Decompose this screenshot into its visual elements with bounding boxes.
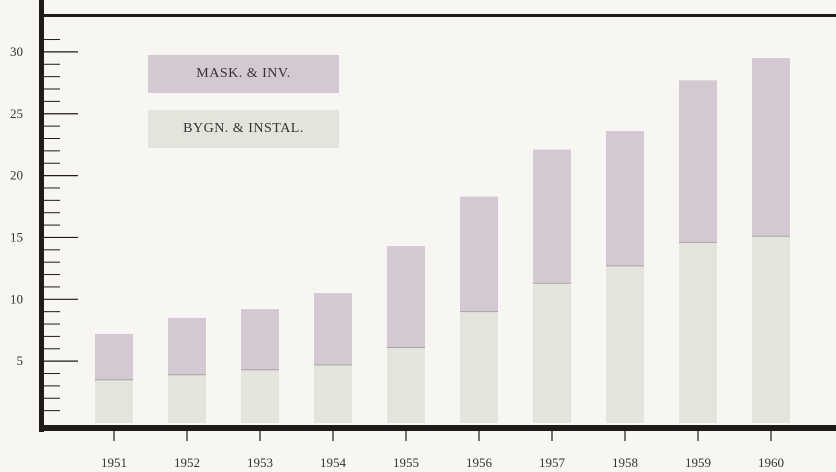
legend-bygn-label: BYGN. & INSTAL. xyxy=(183,121,304,136)
bar-bygn-instal xyxy=(606,265,644,423)
bar-mask-inv xyxy=(460,196,498,312)
y-axis-minor-ticks xyxy=(44,39,60,412)
bar-mask-inv xyxy=(314,293,352,365)
bar-mask-inv xyxy=(168,317,206,375)
bar-bygn-instal xyxy=(168,374,206,423)
y-axis-tick-labels: 5 10 15 20 25 30 xyxy=(10,44,23,368)
x-tick-label: 1956 xyxy=(466,455,493,470)
y-tick-label: 20 xyxy=(10,168,23,183)
bar-bygn-instal xyxy=(95,379,133,423)
x-tick-label: 1952 xyxy=(174,455,200,470)
x-tick-label: 1951 xyxy=(101,455,127,470)
bar-mask-inv xyxy=(95,333,133,380)
legend-mask-inv: MASK. & INV. xyxy=(148,55,339,93)
x-tick-label: 1954 xyxy=(320,455,347,470)
x-tick-label: 1953 xyxy=(247,455,273,470)
y-tick-label: 10 xyxy=(10,291,23,306)
bar-bygn-instal xyxy=(460,311,498,423)
bar-bygn-instal xyxy=(387,347,425,423)
y-tick-label: 15 xyxy=(10,229,23,244)
bar-mask-inv xyxy=(387,246,425,348)
bar-bygn-instal xyxy=(752,236,790,423)
y-tick-label: 25 xyxy=(10,106,23,121)
bar-mask-inv xyxy=(533,149,571,284)
y-axis-major-ticks xyxy=(44,51,78,362)
x-tick-label: 1959 xyxy=(685,455,711,470)
legend-mask-label: MASK. & INV. xyxy=(196,66,291,81)
x-tick-label: 1960 xyxy=(758,455,784,470)
y-axis-line xyxy=(39,0,44,432)
bar-mask-inv xyxy=(606,131,644,266)
y-tick-label: 5 xyxy=(17,353,24,368)
x-tick-label: 1957 xyxy=(539,455,566,470)
bar-bygn-instal xyxy=(533,283,571,423)
bar-bygn-instal xyxy=(241,369,279,423)
top-frame-line xyxy=(40,14,836,17)
legend-bygn-instal: BYGN. & INSTAL. xyxy=(148,110,339,148)
y-tick-label: 30 xyxy=(10,44,23,59)
bar-bygn-instal xyxy=(679,242,717,423)
x-tick-label: 1955 xyxy=(393,455,419,470)
x-axis-line xyxy=(39,425,836,431)
x-tick-label: 1958 xyxy=(612,455,638,470)
x-axis-tick-labels: 1951 1952 1953 1954 1955 1956 1957 1958 1959 1960 xyxy=(101,431,784,470)
bar-bygn-instal xyxy=(314,364,352,423)
bars xyxy=(95,58,790,423)
bar-mask-inv xyxy=(679,80,717,243)
bar-mask-inv xyxy=(241,309,279,370)
bar-mask-inv xyxy=(752,58,790,237)
